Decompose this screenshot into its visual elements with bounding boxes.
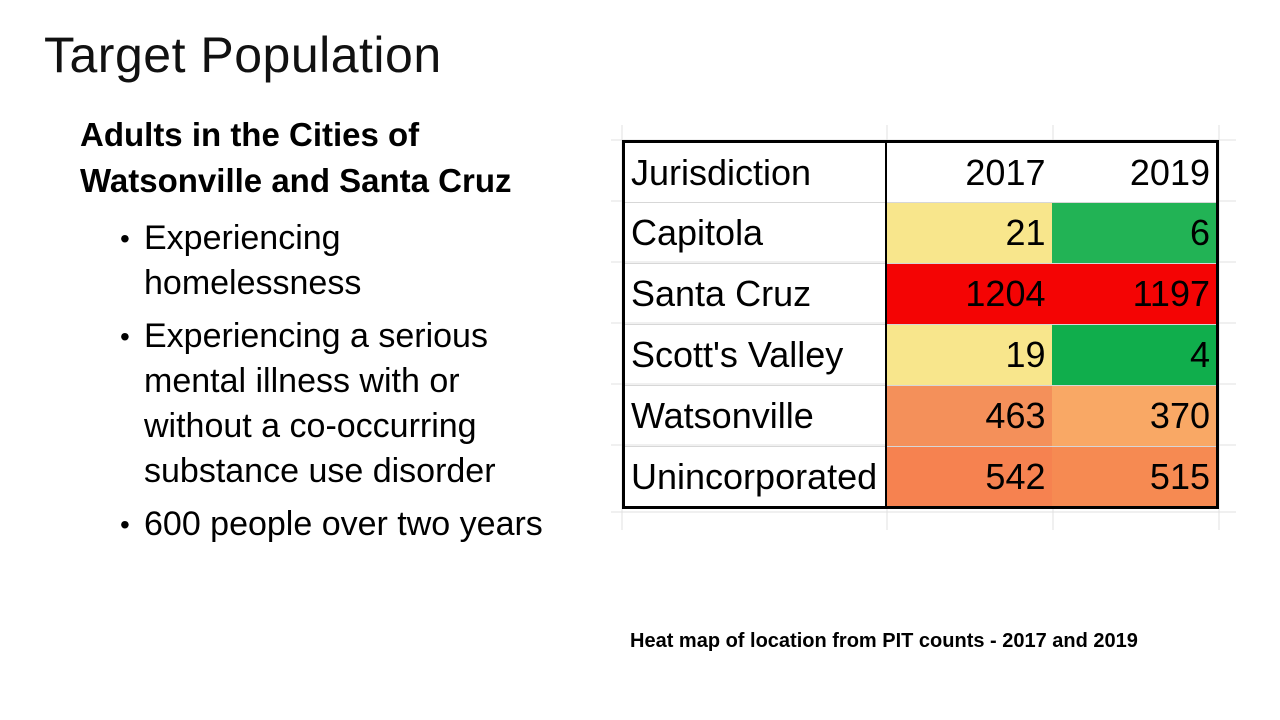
heat-cell: 542 [885,446,1052,508]
bullet-text: Experiencing homelessness [144,219,362,302]
bullet-dot-icon: • [120,321,130,352]
bullet-text: 600 people over two years [144,505,543,543]
jurisdiction-cell: Unincorporated [623,446,887,508]
jurisdiction-cell: Capitola [623,202,887,264]
column-header: 2017 [885,141,1052,203]
heatmap-body: Capitola 21 6 Santa Cruz 1204 1197 Scott's Val… [623,202,1218,508]
heat-cell: 21 [885,202,1052,264]
heat-cell: 19 [885,324,1052,386]
table-row: Santa Cruz 1204 1197 [623,263,1218,325]
column-header: 2019 [1051,141,1218,203]
figure-caption: Heat map of location from PIT counts - 2… [630,630,1138,652]
table-row: Watsonville 463 370 [623,385,1218,447]
subtitle-line-1: Adults in the Cities of [80,116,420,153]
slide-title: Target Population [44,27,442,83]
table-row: Scott's Valley 19 4 [623,324,1218,386]
bullet-text: Experiencing a serious mental illness wi… [144,317,496,490]
bullet-dot-icon: • [120,509,130,540]
bullet-list: • Experiencing homelessness • Experienci… [120,216,560,555]
jurisdiction-cell: Watsonville [623,385,887,447]
heatmap-table: Jurisdiction 2017 2019 Capitola 21 6 Santa … [622,140,1219,509]
column-header: Jurisdiction [623,141,887,203]
jurisdiction-cell: Scott's Valley [623,324,887,386]
heat-cell: 1204 [885,263,1052,325]
subtitle-line-2: Watsonville and Santa Cruz [80,162,512,199]
table-row: Capitola 21 6 [623,202,1218,264]
heat-cell: 463 [885,385,1052,447]
heat-cell: 515 [1051,446,1218,508]
heat-cell: 4 [1051,324,1218,386]
heat-cell: 370 [1051,385,1218,447]
heat-cell: 1197 [1051,263,1218,325]
bullet-item: • Experiencing a serious mental illness … [120,314,560,494]
header-row: Jurisdiction 2017 2019 [623,141,1218,203]
bullet-item: • Experiencing homelessness [120,216,560,306]
bullet-dot-icon: • [120,223,130,254]
heat-cell: 6 [1051,202,1218,264]
jurisdiction-cell: Santa Cruz [623,263,887,325]
subtitle: Adults in the Cities of Watsonville and … [80,112,600,204]
table-row: Unincorporated 542 515 [623,446,1218,508]
bullet-item: • 600 people over two years [120,502,560,547]
heatmap-figure: Jurisdiction 2017 2019 Capitola 21 6 Santa … [596,120,1246,540]
